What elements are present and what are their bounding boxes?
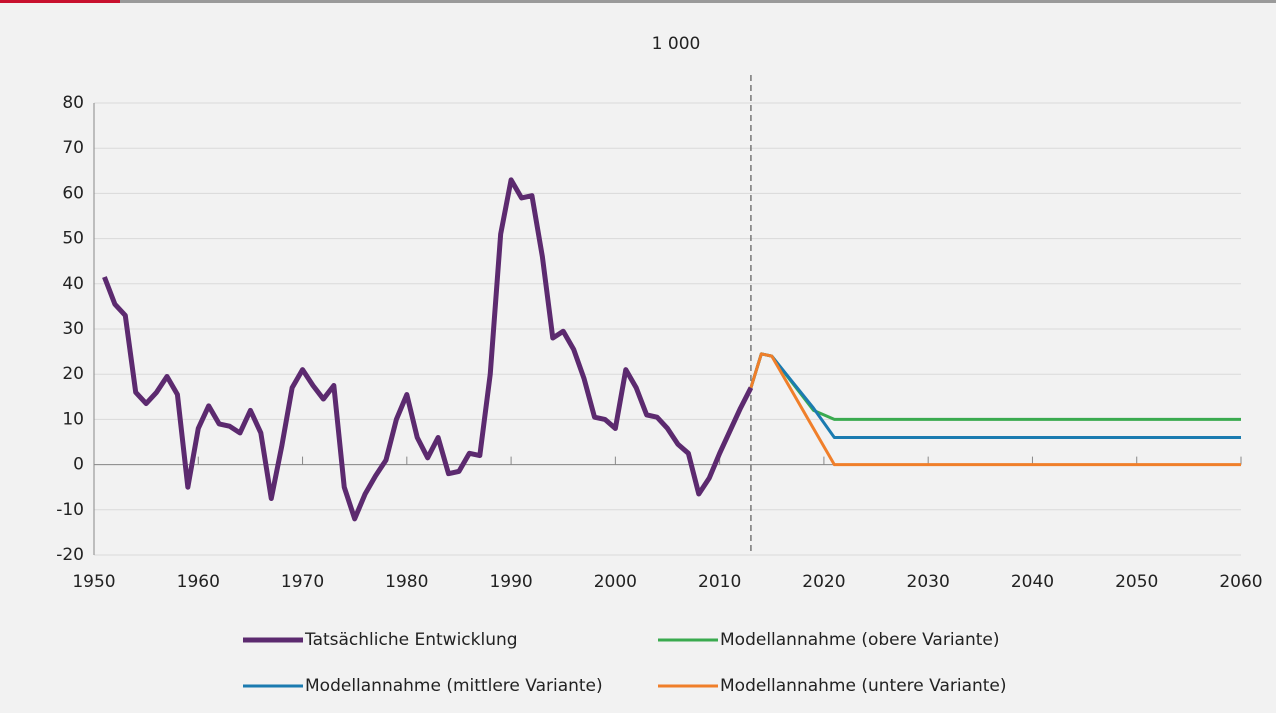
y-tick-label: 60 (62, 183, 84, 203)
y-tick-label: 10 (62, 409, 84, 429)
y-tick-label: 70 (62, 138, 84, 158)
x-tick-label: 2050 (1115, 572, 1158, 592)
legend-label: Modellannahme (obere Variante) (720, 630, 1000, 650)
top-rule (120, 0, 1276, 3)
y-tick-label: 20 (62, 364, 84, 384)
x-tick-label: 2010 (698, 572, 741, 592)
series-line (102, 177, 754, 522)
series-line (749, 352, 1241, 439)
y-tick-label: 50 (62, 229, 84, 249)
y-tick-label: 30 (62, 319, 84, 339)
series-line (749, 352, 1241, 421)
x-tick-label: 1990 (489, 572, 532, 592)
x-tick-label: 1970 (281, 572, 324, 592)
x-tick-label: 1960 (177, 572, 220, 592)
series-line (749, 352, 1241, 467)
x-tick-label: 2040 (1011, 572, 1054, 592)
y-tick-label: -20 (56, 545, 84, 565)
legend-label: Modellannahme (untere Variante) (720, 676, 1007, 696)
y-tick-label: 0 (73, 455, 84, 475)
y-tick-label: -10 (56, 500, 84, 520)
x-tick-label: 1950 (72, 572, 115, 592)
x-tick-label: 1980 (385, 572, 428, 592)
y-tick-label: 80 (62, 93, 84, 113)
x-tick-label: 2060 (1219, 572, 1262, 592)
legend-label: Tatsächliche Entwicklung (304, 630, 518, 650)
accent-bar (0, 0, 120, 3)
x-tick-label: 2030 (907, 572, 950, 592)
x-tick-label: 2000 (594, 572, 637, 592)
legend-label: Modellannahme (mittlere Variante) (305, 676, 603, 696)
y-tick-label: 40 (62, 274, 84, 294)
x-tick-label: 2020 (802, 572, 845, 592)
chart-title: 1 000 (652, 34, 701, 54)
